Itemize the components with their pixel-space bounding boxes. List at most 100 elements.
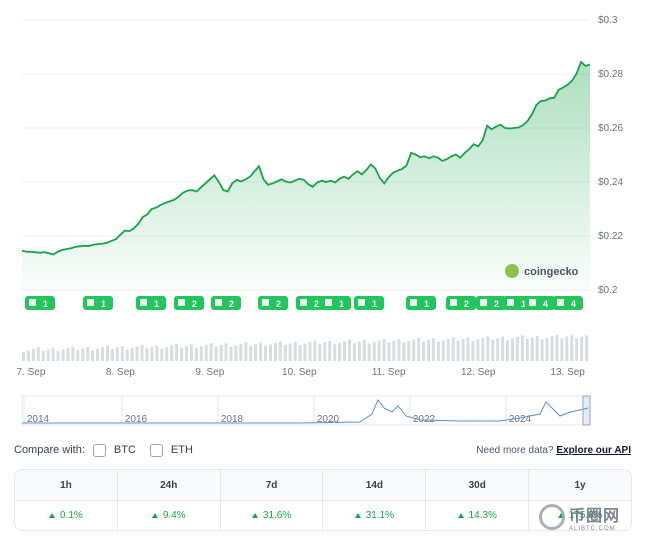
range-navigator[interactable]: 2014 2016 2018 2020 2022 2024 xyxy=(21,395,591,426)
gecko-icon xyxy=(505,264,519,278)
volume-bar xyxy=(194,347,198,361)
volume-bar xyxy=(540,339,544,361)
event-marker[interactable]: 1 xyxy=(83,296,113,310)
y-axis: $0.3 $0.28 $0.26 $0.24 $0.22 $0.2 xyxy=(598,15,623,296)
event-marker[interactable]: 1 xyxy=(354,296,384,310)
volume-bar xyxy=(229,346,233,361)
volume-bar xyxy=(397,339,401,361)
performance-column: 1h 0.1% xyxy=(15,470,118,530)
event-marker[interactable]: 1 xyxy=(321,296,351,310)
volume-bar xyxy=(560,338,564,361)
event-marker[interactable]: 2 xyxy=(211,296,241,310)
navigator-frame xyxy=(21,395,591,426)
volume-bar xyxy=(407,341,411,361)
volume-bar xyxy=(545,337,549,361)
performance-table: 1h 0.1% 24h 9.4% 7d 31.6% 14d 31.1% 30d 14.3% 1y 17… xyxy=(14,469,632,531)
volume-bar xyxy=(348,339,351,361)
volume-bar xyxy=(46,349,50,361)
x-tick-label: 12. Sep xyxy=(461,367,496,378)
checkbox-box[interactable] xyxy=(92,443,106,457)
performance-period: 14d xyxy=(323,470,426,501)
volume-bar xyxy=(101,347,104,361)
volume-bar xyxy=(436,341,440,361)
volume-bar xyxy=(520,335,524,361)
event-marker-label: 2 xyxy=(314,299,319,309)
event-marker[interactable]: 4 xyxy=(553,296,583,310)
volume-bar xyxy=(204,344,208,361)
volume-bar xyxy=(145,348,149,361)
performance-value: 31.6% xyxy=(221,501,323,530)
volume-bar xyxy=(412,339,416,361)
event-marker[interactable]: 4 xyxy=(525,296,555,310)
event-marker-label: 1 xyxy=(101,299,106,309)
volume-bar xyxy=(278,341,282,361)
event-marker-label: 1 xyxy=(372,299,377,309)
volume-bar xyxy=(362,340,366,361)
volume-bar xyxy=(313,340,317,361)
event-marker-label: 1 xyxy=(424,299,429,309)
volume-bar xyxy=(106,345,109,361)
event-marker-label: 4 xyxy=(571,299,576,309)
volume-bar xyxy=(323,342,327,361)
volume-bar xyxy=(71,346,75,361)
volume-bar xyxy=(392,340,396,361)
volume-bar xyxy=(259,342,263,361)
volume-bar xyxy=(254,344,258,361)
x-axis: 7. Sep 8. Sep 9. Sep 10. Sep 11. Sep 12. Sep 1… xyxy=(16,367,585,378)
compare-eth-checkbox[interactable]: ETH xyxy=(149,443,193,457)
performance-value: 31.1% xyxy=(323,501,425,530)
volume-bar xyxy=(506,340,509,361)
volume-bar xyxy=(96,348,100,361)
event-marker[interactable]: 2 xyxy=(296,296,326,310)
event-marker[interactable]: 2 xyxy=(446,296,476,310)
event-markers[interactable]: 1 1 1 2 2 2 2 1 1 1 2 2 1 4 4 xyxy=(25,296,583,310)
volume-bar xyxy=(150,346,154,361)
volume-bar xyxy=(333,344,337,361)
event-marker[interactable]: 1 xyxy=(406,296,436,310)
volume-bar xyxy=(264,346,267,361)
volume-bar xyxy=(441,340,445,361)
performance-column: 24h 9.4% xyxy=(117,470,221,530)
volume-bar xyxy=(234,345,238,361)
event-marker-label: 2 xyxy=(192,299,197,309)
compare-btc-checkbox[interactable]: BTC xyxy=(92,443,136,457)
volume-bar xyxy=(496,338,500,361)
volume-bar xyxy=(427,339,430,361)
event-marker[interactable]: 1 xyxy=(25,296,55,310)
watermark-sub: ALIBTC.COM xyxy=(569,526,616,532)
compare-btc-label: BTC xyxy=(113,444,136,456)
event-marker[interactable]: 1 xyxy=(136,296,166,310)
price-chart[interactable]: $0.3 $0.28 $0.26 $0.24 $0.22 $0.2 coingecko 1… xyxy=(0,0,655,435)
checkbox-box[interactable] xyxy=(149,443,163,457)
volume-bar xyxy=(466,337,470,361)
event-marker-label: 2 xyxy=(464,299,469,309)
explore-api-link[interactable]: Explore our API xyxy=(556,444,631,456)
volume-bar xyxy=(570,335,574,361)
performance-column: 14d 31.1% xyxy=(323,470,427,530)
performance-value: 0.1% xyxy=(15,501,117,530)
volume-bar xyxy=(476,339,480,361)
watermark-logo-icon xyxy=(539,504,565,530)
volume-bar xyxy=(110,349,114,361)
event-marker[interactable]: 2 xyxy=(476,296,506,310)
volume-bar xyxy=(343,341,346,361)
navigator-handle[interactable] xyxy=(582,395,591,426)
performance-column: 7d 31.6% xyxy=(220,470,324,530)
event-marker[interactable]: 2 xyxy=(174,296,204,310)
price-line xyxy=(21,60,591,256)
volume-bar xyxy=(273,343,277,361)
volume-bar xyxy=(377,340,381,361)
volume-bar xyxy=(288,343,292,361)
volume-bar xyxy=(471,340,475,361)
event-marker[interactable]: 2 xyxy=(258,296,288,310)
volume-bar xyxy=(135,346,139,361)
up-arrow-icon xyxy=(251,513,258,518)
volume-bar xyxy=(249,345,253,361)
volume-bar xyxy=(555,334,559,361)
volume-bar xyxy=(550,336,554,361)
coingecko-watermark: coingecko xyxy=(505,264,579,278)
event-marker-label: 2 xyxy=(229,299,234,309)
volume-bar xyxy=(491,339,495,361)
volume-bar xyxy=(387,342,391,361)
volume-bar xyxy=(175,344,179,361)
